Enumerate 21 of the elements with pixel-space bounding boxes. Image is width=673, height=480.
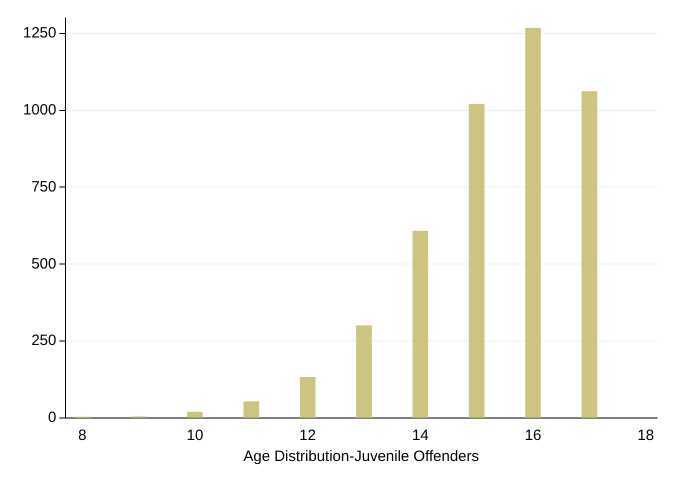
x-tick-label: 14 xyxy=(412,427,429,444)
x-tick-label: 18 xyxy=(637,427,654,444)
x-tick-label: 10 xyxy=(186,427,204,444)
bar xyxy=(187,412,203,418)
y-tick-label: 0 xyxy=(48,409,56,426)
x-tick-label: 12 xyxy=(299,427,316,444)
x-tick-label: 16 xyxy=(524,427,542,444)
bar xyxy=(468,104,485,418)
bar xyxy=(243,401,260,418)
x-tick-label: 8 xyxy=(78,427,86,444)
y-tick-label: 1000 xyxy=(22,101,56,118)
y-tick-label: 250 xyxy=(31,332,56,350)
y-tick-label: 1250 xyxy=(22,24,56,42)
bar xyxy=(582,91,598,418)
bar xyxy=(356,325,372,418)
x-axis-title: Age Distribution-Juvenile Offenders xyxy=(243,448,480,466)
bar xyxy=(300,377,316,418)
y-tick-label: 500 xyxy=(31,255,56,272)
y-tick-label: 750 xyxy=(31,178,56,196)
bar xyxy=(412,230,428,418)
bar xyxy=(525,28,541,418)
